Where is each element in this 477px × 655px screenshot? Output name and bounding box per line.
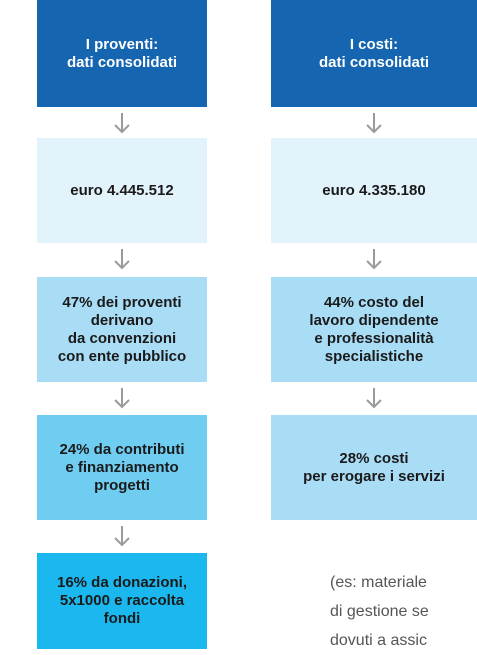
box-text: dati consolidati	[318, 53, 429, 71]
box-text: 47% dei proventi	[62, 293, 182, 311]
note-line: (es: materiale	[330, 574, 427, 591]
box-text: e finanziamento	[65, 458, 179, 476]
box: I proventi: dati consolidati	[37, 0, 207, 107]
arrow	[366, 249, 382, 270]
note-line: di gestione se	[330, 603, 429, 620]
box-text: 5x1000 e raccolta	[59, 592, 185, 609]
box: euro 4.335.180	[271, 138, 477, 243]
box-text: dati consolidati	[66, 53, 177, 71]
box-text: euro 4.335.180	[322, 181, 426, 199]
box: 44% costo del lavoro dipendente e professi…	[271, 277, 477, 382]
box-text: specialistiche	[324, 347, 424, 365]
box: euro 4.445.512	[37, 138, 207, 243]
box: I costi: dati consolidati	[271, 0, 477, 107]
box-text: per erogare i servizi	[303, 467, 445, 485]
box-text: 16% da donazioni,	[56, 574, 188, 591]
arrow	[114, 388, 130, 409]
box-text: derivano	[90, 311, 154, 329]
note-line: dovuti a assic	[330, 632, 427, 649]
box-text: da convenzioni	[67, 329, 177, 347]
box-text: progetti	[94, 476, 150, 494]
arrow	[114, 113, 130, 134]
box-text: 24% da contributi	[59, 440, 185, 458]
box-text: I proventi:	[85, 35, 159, 53]
box: 47% dei proventi derivano da convenzioni co…	[37, 277, 207, 382]
box-text: fondi	[103, 610, 141, 627]
note: (es: materiale di gestione se dovuti a ass…	[330, 568, 477, 655]
box: 24% da contributi e finanziamento progetti	[37, 415, 207, 520]
box: 28% costi per erogare i servizi	[271, 415, 477, 520]
box-text: euro 4.445.512	[70, 181, 174, 199]
box-text: lavoro dipendente	[309, 311, 439, 329]
box-text: con ente pubblico	[57, 347, 187, 365]
box-text: I costi:	[349, 35, 399, 53]
box-text: e professionalità	[314, 329, 434, 347]
arrow	[366, 113, 382, 134]
box: 16% da donazioni, 5x1000 e raccolta fondi	[37, 553, 207, 649]
arrow	[366, 388, 382, 409]
arrow	[114, 249, 130, 270]
arrow	[114, 526, 130, 547]
box-text: 28% costi	[339, 449, 409, 467]
box-text: 44% costo del	[323, 293, 425, 311]
